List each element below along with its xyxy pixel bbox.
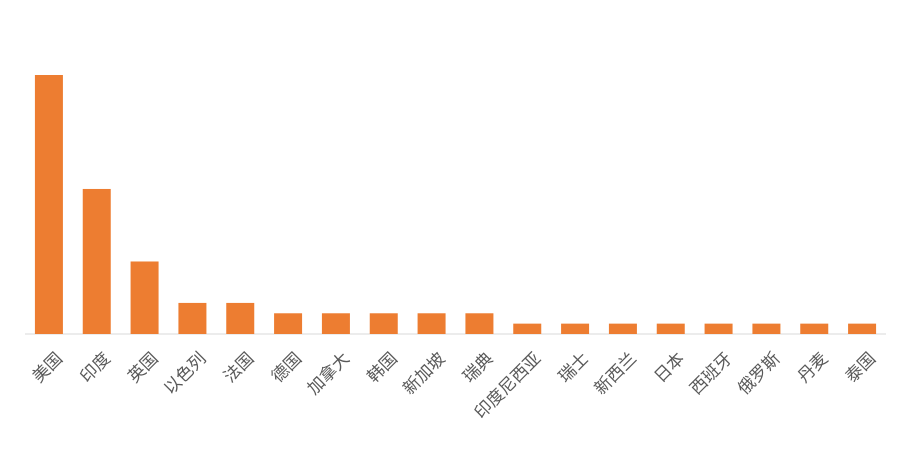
- bar-12: [608, 323, 637, 334]
- bar-11: [561, 323, 590, 334]
- bar-4: [226, 302, 255, 334]
- bar-3: [178, 302, 207, 334]
- bar-17: [848, 323, 877, 334]
- x-tick-label-8: 新加坡: [399, 349, 449, 399]
- x-tick-label-0: 美国: [29, 349, 67, 387]
- x-tick-label-14: 西班牙: [686, 349, 736, 399]
- x-tick-label-4: 法国: [220, 349, 258, 387]
- x-tick-label-13: 日本: [651, 349, 689, 387]
- bar-13: [656, 323, 685, 334]
- bar-1: [82, 188, 111, 334]
- bar-2: [130, 261, 159, 334]
- x-tick-label-3: 以色列: [160, 349, 210, 399]
- bar-16: [800, 323, 829, 334]
- x-tick-label-1: 印度: [77, 349, 115, 387]
- x-tick-label-17: 泰国: [842, 349, 880, 387]
- x-tick-label-12: 新西兰: [591, 349, 641, 399]
- bar-10: [513, 323, 542, 334]
- bar-5: [274, 313, 303, 334]
- x-tick-label-11: 瑞士: [555, 349, 593, 387]
- bar-0: [34, 75, 63, 334]
- x-tick-label-16: 丹麦: [794, 349, 832, 387]
- x-tick-label-9: 瑞典: [459, 349, 497, 387]
- bar-6: [321, 313, 350, 334]
- bar-15: [752, 323, 781, 334]
- x-tick-label-15: 俄罗斯: [734, 349, 784, 399]
- bar-8: [417, 313, 446, 334]
- x-tick-label-6: 加拿大: [303, 348, 354, 399]
- x-tick-label-2: 英国: [124, 349, 162, 387]
- bar-group: [34, 75, 877, 334]
- bar-14: [704, 323, 733, 334]
- bar-9: [465, 313, 494, 334]
- bar-7: [369, 313, 398, 334]
- x-tick-label-5: 德国: [268, 349, 306, 387]
- x-tick-label-7: 韩国: [364, 349, 402, 387]
